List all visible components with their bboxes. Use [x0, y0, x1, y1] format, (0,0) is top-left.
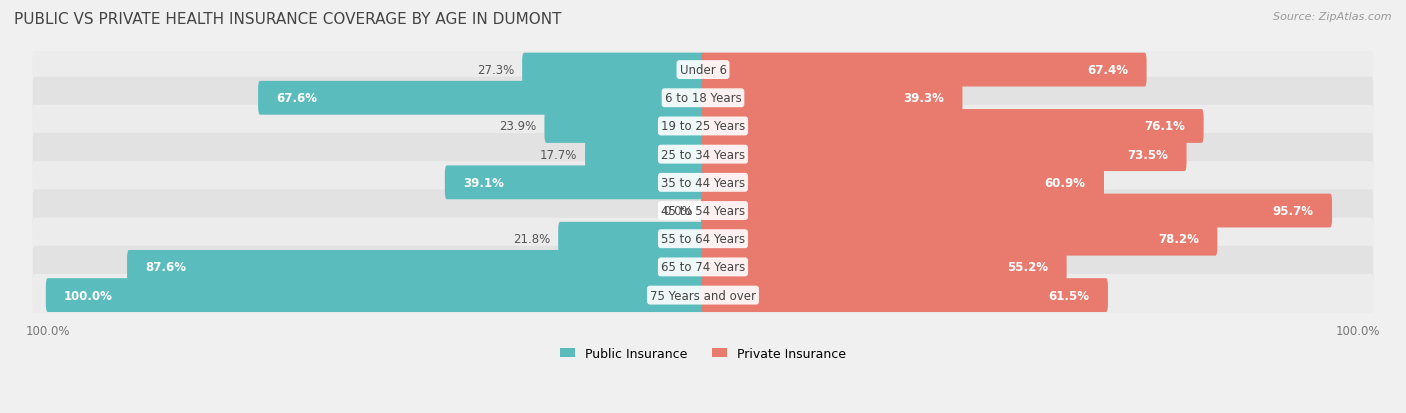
Text: 39.3%: 39.3%	[903, 92, 943, 105]
Text: 55.2%: 55.2%	[1007, 261, 1049, 274]
Text: 19 to 25 Years: 19 to 25 Years	[661, 120, 745, 133]
Text: 25 to 34 Years: 25 to 34 Years	[661, 148, 745, 161]
Text: 95.7%: 95.7%	[1272, 204, 1313, 218]
Text: 67.4%: 67.4%	[1087, 64, 1128, 77]
FancyBboxPatch shape	[702, 278, 1108, 312]
Text: 27.3%: 27.3%	[477, 64, 515, 77]
Text: 0.0%: 0.0%	[664, 204, 693, 218]
FancyBboxPatch shape	[702, 110, 1204, 144]
Text: 61.5%: 61.5%	[1049, 289, 1090, 302]
Text: 78.2%: 78.2%	[1159, 233, 1199, 246]
Text: 60.9%: 60.9%	[1045, 176, 1085, 190]
FancyBboxPatch shape	[32, 274, 1374, 316]
FancyBboxPatch shape	[32, 218, 1374, 260]
FancyBboxPatch shape	[32, 246, 1374, 288]
Text: 67.6%: 67.6%	[277, 92, 318, 105]
Text: 23.9%: 23.9%	[499, 120, 537, 133]
Text: 21.8%: 21.8%	[513, 233, 550, 246]
FancyBboxPatch shape	[32, 49, 1374, 92]
Text: 76.1%: 76.1%	[1144, 120, 1185, 133]
FancyBboxPatch shape	[32, 78, 1374, 120]
Legend: Public Insurance, Private Insurance: Public Insurance, Private Insurance	[555, 342, 851, 365]
Text: 75 Years and over: 75 Years and over	[650, 289, 756, 302]
Text: 65 to 74 Years: 65 to 74 Years	[661, 261, 745, 274]
Text: Under 6: Under 6	[679, 64, 727, 77]
Text: Source: ZipAtlas.com: Source: ZipAtlas.com	[1274, 12, 1392, 22]
FancyBboxPatch shape	[702, 194, 1331, 228]
Text: 55 to 64 Years: 55 to 64 Years	[661, 233, 745, 246]
Text: 87.6%: 87.6%	[145, 261, 187, 274]
Text: 100.0%: 100.0%	[65, 289, 112, 302]
FancyBboxPatch shape	[32, 190, 1374, 232]
Text: 45 to 54 Years: 45 to 54 Years	[661, 204, 745, 218]
FancyBboxPatch shape	[585, 138, 704, 172]
FancyBboxPatch shape	[522, 54, 704, 87]
FancyBboxPatch shape	[702, 138, 1187, 172]
FancyBboxPatch shape	[544, 110, 704, 144]
Text: 35 to 44 Years: 35 to 44 Years	[661, 176, 745, 190]
FancyBboxPatch shape	[702, 82, 963, 115]
FancyBboxPatch shape	[32, 162, 1374, 204]
FancyBboxPatch shape	[702, 54, 1147, 87]
FancyBboxPatch shape	[46, 278, 704, 312]
Text: 73.5%: 73.5%	[1128, 148, 1168, 161]
FancyBboxPatch shape	[32, 106, 1374, 148]
Text: 39.1%: 39.1%	[463, 176, 505, 190]
FancyBboxPatch shape	[558, 222, 704, 256]
FancyBboxPatch shape	[259, 82, 704, 115]
Text: PUBLIC VS PRIVATE HEALTH INSURANCE COVERAGE BY AGE IN DUMONT: PUBLIC VS PRIVATE HEALTH INSURANCE COVER…	[14, 12, 561, 27]
Text: 6 to 18 Years: 6 to 18 Years	[665, 92, 741, 105]
FancyBboxPatch shape	[444, 166, 704, 200]
FancyBboxPatch shape	[702, 222, 1218, 256]
Text: 17.7%: 17.7%	[540, 148, 578, 161]
FancyBboxPatch shape	[702, 166, 1104, 200]
FancyBboxPatch shape	[32, 134, 1374, 176]
FancyBboxPatch shape	[127, 250, 704, 284]
FancyBboxPatch shape	[702, 250, 1067, 284]
